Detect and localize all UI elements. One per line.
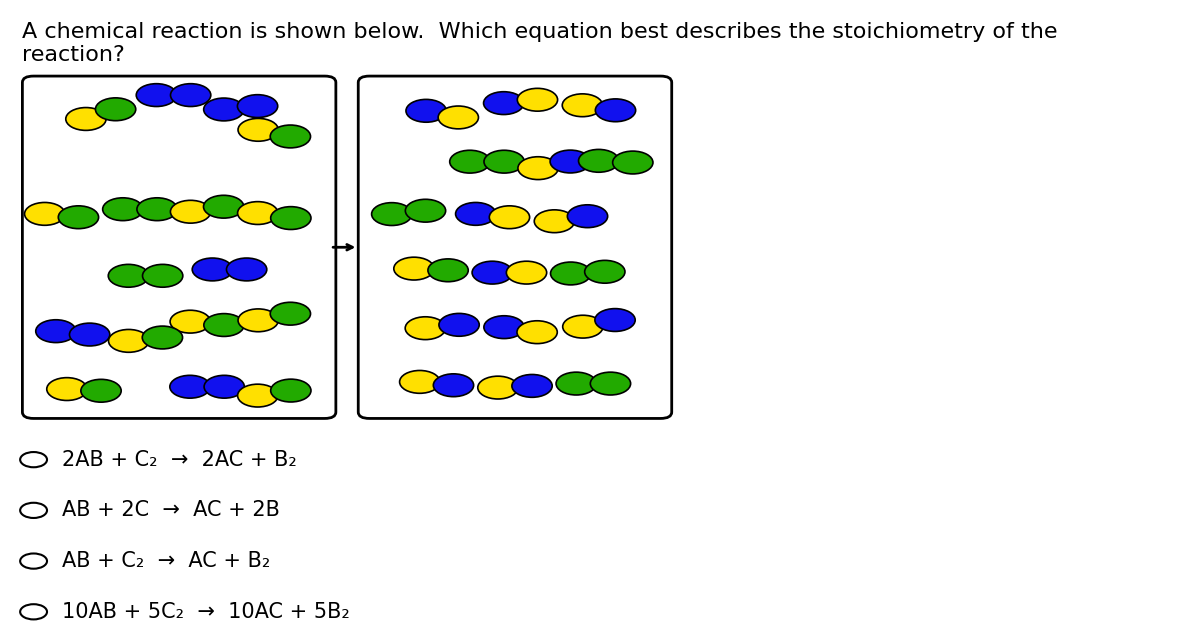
Circle shape [595,309,635,332]
Circle shape [20,553,47,569]
Circle shape [428,259,468,281]
Circle shape [108,330,149,353]
Text: 10AB + 5C₂  →  10AC + 5B₂: 10AB + 5C₂ → 10AC + 5B₂ [61,602,349,622]
Circle shape [613,151,653,174]
Circle shape [518,157,558,179]
Circle shape [238,309,278,332]
Circle shape [568,205,607,228]
Circle shape [66,108,106,131]
Circle shape [563,94,602,117]
Circle shape [238,119,278,141]
Circle shape [595,99,636,122]
Circle shape [238,202,278,224]
Circle shape [192,258,233,281]
Circle shape [394,257,434,280]
Circle shape [271,207,311,230]
Circle shape [238,384,278,407]
Circle shape [204,375,245,398]
Circle shape [534,210,575,233]
Circle shape [450,150,490,173]
Circle shape [556,372,596,395]
Circle shape [59,206,98,229]
Circle shape [20,452,47,467]
Text: 2AB + C₂  →  2AC + B₂: 2AB + C₂ → 2AC + B₂ [61,450,296,470]
Circle shape [80,379,121,402]
Circle shape [438,106,479,129]
Circle shape [478,376,518,399]
Circle shape [406,100,446,122]
Circle shape [170,84,211,107]
Circle shape [484,92,524,115]
Circle shape [512,375,552,398]
Circle shape [96,98,136,120]
Circle shape [36,320,76,342]
Circle shape [137,198,178,221]
Circle shape [484,150,524,173]
Text: AB + C₂  →  AC + B₂: AB + C₂ → AC + B₂ [61,551,270,571]
Circle shape [47,378,88,401]
Circle shape [406,199,445,222]
Circle shape [372,203,412,226]
Circle shape [20,604,47,619]
Circle shape [550,150,590,173]
Circle shape [456,202,496,225]
Circle shape [137,84,176,107]
Circle shape [433,374,474,397]
Circle shape [170,375,210,398]
Circle shape [517,321,557,344]
Circle shape [204,98,244,121]
Circle shape [271,379,311,402]
Text: AB + 2C  →  AC + 2B: AB + 2C → AC + 2B [61,500,280,521]
Circle shape [590,372,631,395]
Circle shape [143,326,182,349]
Circle shape [270,302,311,325]
Circle shape [400,370,440,393]
Circle shape [20,503,47,518]
Circle shape [551,262,590,285]
Circle shape [238,94,277,117]
Circle shape [406,317,445,340]
Circle shape [70,323,109,346]
Circle shape [227,258,266,281]
Circle shape [578,150,619,172]
FancyBboxPatch shape [23,76,336,418]
Circle shape [584,261,625,283]
Circle shape [103,198,143,221]
Circle shape [108,264,149,287]
Circle shape [270,125,311,148]
Circle shape [170,310,210,333]
Circle shape [204,195,244,218]
Circle shape [472,261,512,284]
Circle shape [563,315,604,338]
Circle shape [490,206,529,229]
Circle shape [484,316,524,339]
Text: A chemical reaction is shown below.  Which equation best describes the stoichiom: A chemical reaction is shown below. Whic… [23,22,1058,65]
Circle shape [24,202,65,225]
FancyBboxPatch shape [359,76,672,418]
Circle shape [506,261,547,284]
Circle shape [143,264,182,287]
Circle shape [517,88,558,111]
Circle shape [439,313,479,336]
Circle shape [204,314,244,337]
Circle shape [170,200,211,223]
